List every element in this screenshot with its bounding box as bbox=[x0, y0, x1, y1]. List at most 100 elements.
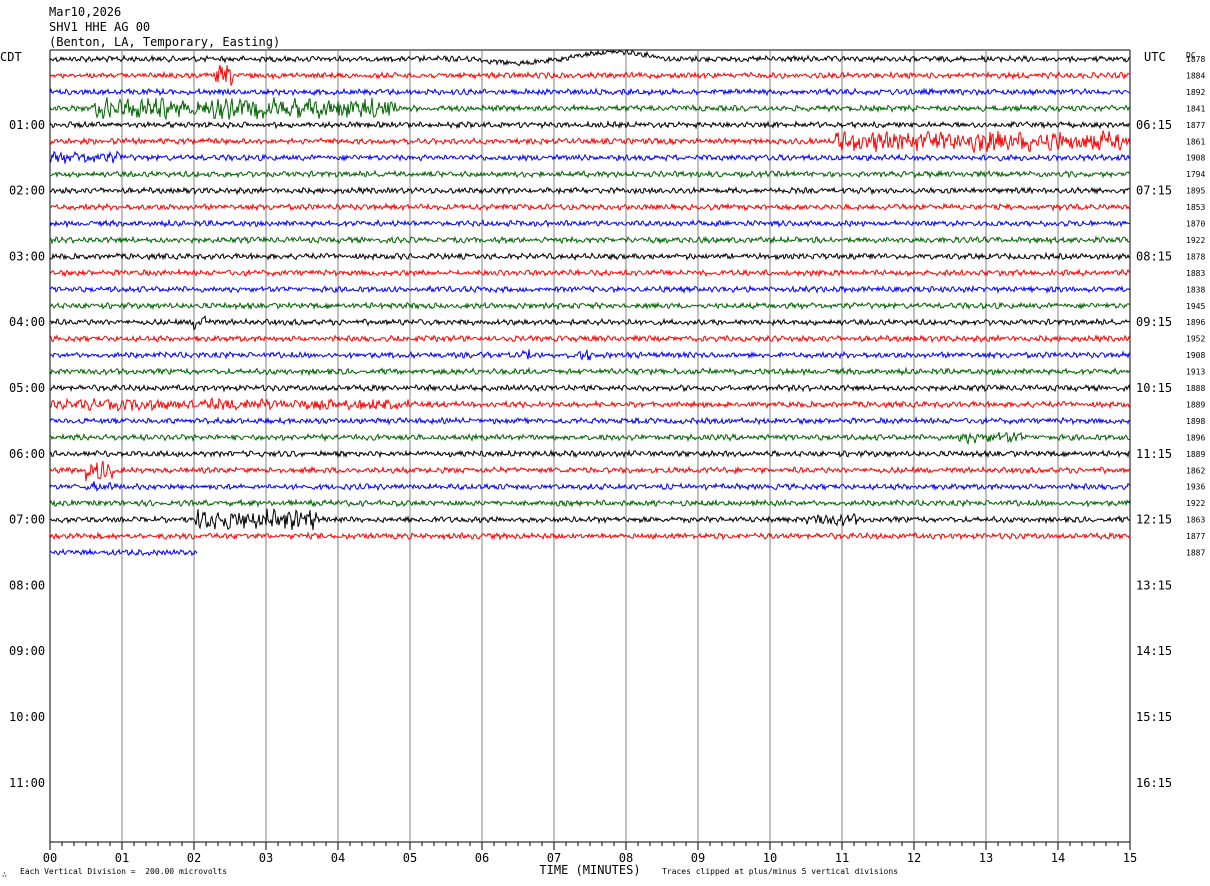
x-tick-label: 11 bbox=[835, 851, 849, 865]
cdt-time-label: 10:00 bbox=[9, 710, 45, 724]
trace-line bbox=[49, 460, 1131, 482]
x-tick-label: 04 bbox=[331, 851, 345, 865]
trace-line bbox=[49, 507, 1131, 531]
trace-line bbox=[49, 251, 1131, 262]
trace-line bbox=[49, 333, 1131, 344]
x-tick-label: 00 bbox=[43, 851, 57, 865]
dc-offset-label: 1908 bbox=[1186, 154, 1205, 163]
dc-offset-label: 1898 bbox=[1186, 417, 1205, 426]
cdt-time-label: 08:00 bbox=[9, 578, 45, 592]
utc-time-label: 09:15 bbox=[1136, 315, 1172, 329]
x-tick-label: 05 bbox=[403, 851, 417, 865]
utc-time-label: 12:15 bbox=[1136, 513, 1172, 527]
dc-offset-label: 1838 bbox=[1186, 285, 1205, 294]
date-label: Mar10,2026 bbox=[49, 5, 122, 19]
trace-line bbox=[49, 97, 1131, 121]
utc-time-label: 14:15 bbox=[1136, 644, 1172, 658]
trace-line bbox=[49, 150, 1131, 164]
cdt-time-label: 04:00 bbox=[9, 315, 45, 329]
dc-offset-label: 1895 bbox=[1186, 187, 1205, 196]
x-axis-label: TIME (MINUTES) bbox=[539, 863, 640, 877]
trace-line bbox=[49, 267, 1131, 278]
dc-offset-label: 1887 bbox=[1186, 549, 1205, 558]
station-label: SHV1 HHE AG 00 bbox=[49, 20, 151, 34]
trace-line bbox=[49, 185, 1131, 196]
dc-offset-label: 1878 bbox=[1186, 252, 1205, 261]
trace-line bbox=[49, 481, 1131, 493]
utc-time-label: 15:15 bbox=[1136, 710, 1172, 724]
trace-line bbox=[49, 348, 1131, 361]
cdt-time-label: 01:00 bbox=[9, 118, 45, 132]
x-tick-label: 08 bbox=[619, 851, 633, 865]
cdt-time-label: 09:00 bbox=[9, 644, 45, 658]
trace-line bbox=[49, 314, 1131, 331]
dc-offset-label: 1861 bbox=[1186, 137, 1205, 146]
x-tick-label: 14 bbox=[1051, 851, 1065, 865]
dc-offset-label: 1888 bbox=[1186, 384, 1205, 393]
dc-column-title: DC bbox=[1186, 51, 1196, 60]
x-tick-label: 13 bbox=[979, 851, 993, 865]
dc-offset-label: 1896 bbox=[1186, 318, 1205, 327]
dc-offset-label: 1896 bbox=[1186, 433, 1205, 442]
dc-offset-label: 1936 bbox=[1186, 483, 1205, 492]
trace-line bbox=[49, 218, 1131, 229]
dc-offset-label: 1870 bbox=[1186, 220, 1205, 229]
trace-line bbox=[49, 284, 1131, 295]
trace-line bbox=[49, 431, 1131, 446]
dc-offset-label: 1913 bbox=[1186, 368, 1205, 377]
utc-time-label: 11:15 bbox=[1136, 447, 1172, 461]
dc-offset-label: 1908 bbox=[1186, 351, 1205, 360]
dc-offset-label: 1863 bbox=[1186, 516, 1205, 525]
cdt-time-label: 06:00 bbox=[9, 447, 45, 461]
dc-offset-label: 1889 bbox=[1186, 450, 1205, 459]
trace-line bbox=[49, 396, 1131, 413]
dc-offset-label: 1952 bbox=[1186, 335, 1205, 344]
trace-line bbox=[49, 130, 1131, 155]
trace-line bbox=[49, 119, 1131, 130]
x-tick-label: 15 bbox=[1123, 851, 1137, 865]
corner-mark: ∴ bbox=[2, 870, 7, 879]
dc-offset-label: 1884 bbox=[1186, 71, 1205, 80]
cdt-axis-title: CDT bbox=[0, 50, 22, 64]
trace-line bbox=[49, 383, 1131, 393]
minute-grid bbox=[49, 49, 1131, 850]
dc-offset-label: 1892 bbox=[1186, 88, 1205, 97]
utc-time-label: 07:15 bbox=[1136, 184, 1172, 198]
cdt-time-label: 11:00 bbox=[9, 776, 45, 790]
dc-offset-label: 1841 bbox=[1186, 104, 1205, 113]
trace-line bbox=[49, 87, 1131, 97]
trace-line bbox=[50, 202, 1131, 212]
x-tick-label: 06 bbox=[475, 851, 489, 865]
x-tick-label: 01 bbox=[115, 851, 129, 865]
dc-offset-label: 1877 bbox=[1186, 532, 1205, 541]
utc-time-label: 10:15 bbox=[1136, 381, 1172, 395]
dc-offset-label: 1862 bbox=[1186, 466, 1205, 475]
scale-note: Each Vertical Division = 200.00 microvol… bbox=[20, 867, 228, 876]
trace-line bbox=[49, 64, 1131, 86]
utc-time-label: 13:15 bbox=[1136, 578, 1172, 592]
seismic-traces bbox=[49, 49, 1131, 557]
dc-offset-label: 1878 bbox=[1186, 55, 1205, 64]
cdt-time-label: 07:00 bbox=[9, 513, 45, 527]
x-tick-label: 10 bbox=[763, 851, 777, 865]
dc-offset-label: 1877 bbox=[1186, 121, 1205, 130]
x-tick-label: 12 bbox=[907, 851, 921, 865]
x-tick-label: 09 bbox=[691, 851, 705, 865]
trace-line bbox=[49, 416, 1131, 426]
x-tick-label: 03 bbox=[259, 851, 273, 865]
cdt-time-label: 03:00 bbox=[9, 249, 45, 263]
x-tick-label: 07 bbox=[547, 851, 561, 865]
utc-axis-title: UTC bbox=[1144, 50, 1166, 64]
trace-line bbox=[49, 498, 1131, 508]
x-tick-label: 02 bbox=[187, 851, 201, 865]
trace-line bbox=[49, 366, 1131, 377]
trace-line bbox=[49, 448, 1131, 459]
dc-offset-label: 1889 bbox=[1186, 400, 1205, 409]
dc-offset-label: 1945 bbox=[1186, 302, 1205, 311]
axis-labels: 00 01 02 03 04 05 06 07 08 09 10 11 12 13 14 15 01:00 06:… bbox=[9, 55, 1205, 865]
trace-line bbox=[49, 169, 1131, 179]
trace-line bbox=[49, 531, 1131, 541]
dc-offset-label: 1922 bbox=[1186, 499, 1205, 508]
trace-line bbox=[49, 49, 1131, 67]
